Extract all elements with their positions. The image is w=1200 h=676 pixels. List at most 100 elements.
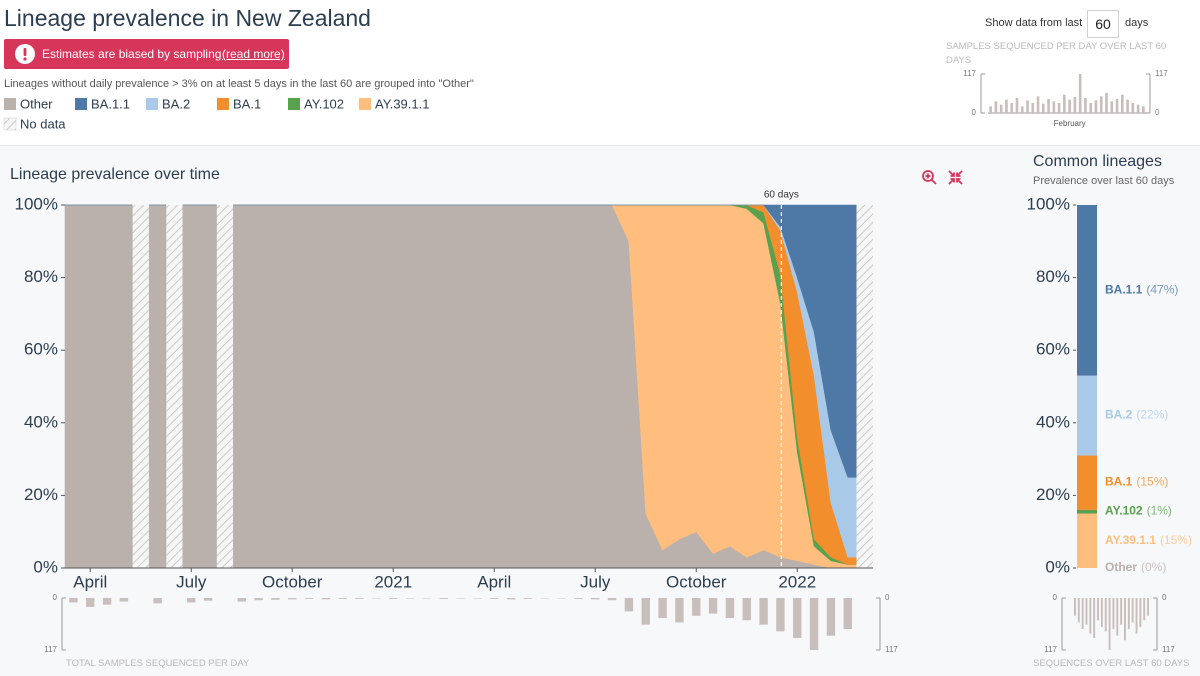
bar xyxy=(439,598,448,599)
bar xyxy=(809,598,819,650)
legend-swatch xyxy=(217,98,229,110)
segment-label: AY.39.1.1 (15%) xyxy=(1105,533,1192,547)
bar xyxy=(994,101,998,113)
bar xyxy=(338,598,347,599)
y-tick-label: 40% xyxy=(1036,412,1070,431)
stack-segment xyxy=(1077,205,1097,376)
legend-item[interactable]: BA.1.1 xyxy=(75,96,130,111)
bar xyxy=(237,598,246,602)
y-tick-label: 117 xyxy=(963,69,976,78)
segment-label: AY.102 (1%) xyxy=(1105,504,1172,518)
bar xyxy=(1015,98,1019,113)
bar xyxy=(1073,598,1076,616)
bar xyxy=(119,598,129,602)
mini-chart-title: SAMPLES SEQUENCED PER DAY OVER LAST 60 D… xyxy=(946,41,1167,66)
samples-chart-title: TOTAL SAMPLES SEQUENCED PER DAY xyxy=(66,658,250,669)
bar xyxy=(1063,94,1066,113)
legend-swatch xyxy=(75,98,87,110)
bar xyxy=(843,598,852,630)
bar xyxy=(641,598,650,625)
bar xyxy=(1142,106,1145,113)
bar xyxy=(1135,598,1138,634)
legend-swatch xyxy=(3,117,17,131)
bar xyxy=(321,598,331,600)
side-chart-title: Common lineages xyxy=(1033,153,1162,170)
bar xyxy=(1116,598,1119,636)
bar xyxy=(1127,598,1130,630)
x-tick-label: July xyxy=(580,572,611,591)
bar xyxy=(254,598,263,601)
legend-label: BA.2 xyxy=(162,96,190,111)
y-tick-label: 100% xyxy=(1027,194,1070,213)
x-tick-label: October xyxy=(262,572,323,591)
legend-label: AY.39.1.1 xyxy=(375,96,429,111)
bar xyxy=(271,598,280,600)
segment-share: (0%) xyxy=(1141,560,1166,574)
bar xyxy=(523,598,533,599)
bar xyxy=(1078,74,1082,113)
y-tick-label: 0 xyxy=(1155,108,1160,117)
segment-label: BA.1 (15%) xyxy=(1105,475,1168,489)
y-tick-label: 80% xyxy=(1036,267,1070,286)
bar xyxy=(1057,103,1061,113)
bar xyxy=(1089,598,1092,634)
bar xyxy=(1031,103,1035,113)
zoom-icon[interactable] xyxy=(922,170,937,185)
bar xyxy=(102,598,112,605)
bar xyxy=(490,598,499,599)
y-tick-label: 60% xyxy=(1036,340,1070,359)
y-tick-label: 40% xyxy=(24,412,58,431)
x-tick-label: April xyxy=(73,572,107,591)
bar xyxy=(203,598,213,601)
bar xyxy=(1077,598,1080,623)
bar xyxy=(1120,598,1123,625)
bar xyxy=(1131,103,1135,113)
warning-link[interactable]: (read more) xyxy=(222,47,285,61)
bar xyxy=(1052,101,1056,113)
bar xyxy=(1099,96,1103,113)
bar xyxy=(1093,598,1096,638)
days-input[interactable]: 60 xyxy=(1087,10,1119,38)
bar xyxy=(1005,99,1008,113)
bar xyxy=(1010,103,1014,113)
legend-item[interactable]: Other xyxy=(4,96,53,111)
bar xyxy=(658,598,667,618)
legend-item[interactable]: AY.102 xyxy=(288,96,344,111)
bar xyxy=(1068,99,1071,113)
segment-label: Other (0%) xyxy=(1105,560,1166,574)
bar xyxy=(999,104,1003,113)
bar xyxy=(1131,598,1134,623)
legend-label: BA.1 xyxy=(233,96,261,111)
window-label: 60 days xyxy=(764,190,799,201)
bar xyxy=(1020,106,1024,113)
bar xyxy=(304,598,314,599)
bar xyxy=(1081,598,1084,630)
legend-item[interactable]: AY.39.1.1 xyxy=(359,96,429,111)
bar xyxy=(86,598,95,607)
bar xyxy=(692,598,701,616)
bar xyxy=(69,598,78,603)
bar xyxy=(1084,98,1087,113)
legend-item[interactable]: BA.2 xyxy=(146,96,190,111)
y-tick-label: 117 xyxy=(1044,645,1057,654)
warning-text: Estimates are biased by sampling xyxy=(42,47,222,61)
bar xyxy=(776,598,785,632)
page-title: Lineage prevalence in New Zealand xyxy=(4,5,371,31)
y-tick-label: 117 xyxy=(1162,645,1175,654)
reset-zoom-icon[interactable] xyxy=(948,170,963,185)
segment-name: AY.39.1.1 xyxy=(1105,533,1156,547)
bar xyxy=(708,598,718,614)
area xyxy=(233,204,857,478)
bar xyxy=(1147,598,1150,616)
bar xyxy=(1097,598,1099,621)
legend-item[interactable]: BA.1 xyxy=(217,96,261,111)
y-tick-label: 0 xyxy=(1053,593,1058,602)
y-tick-label: 20% xyxy=(1036,485,1070,504)
bar xyxy=(1036,96,1040,113)
warning-banner[interactable]: Estimates are biased by sampling (read m… xyxy=(4,39,289,69)
bar xyxy=(1139,598,1142,627)
x-tick-label: 2021 xyxy=(374,572,412,591)
grouping-note: Lineages without daily prevalence > 3% o… xyxy=(4,78,474,90)
